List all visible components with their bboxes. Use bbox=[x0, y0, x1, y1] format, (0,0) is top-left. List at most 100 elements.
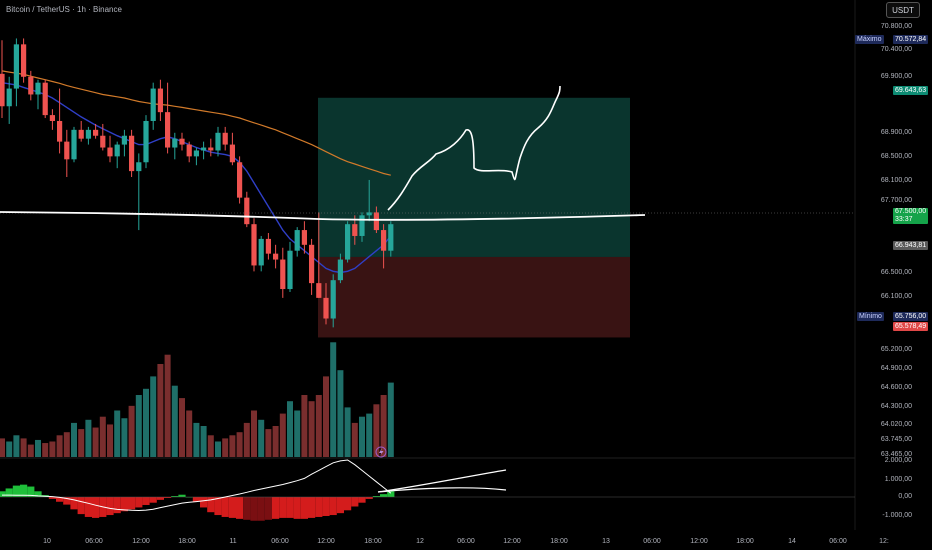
candle-body bbox=[71, 130, 76, 159]
histogram-bar bbox=[286, 497, 293, 518]
volume-bar bbox=[172, 386, 178, 457]
price-tick: 68.900,00 bbox=[881, 128, 912, 137]
max-price-label: 70.572,84 bbox=[893, 35, 928, 44]
volume-bar bbox=[85, 420, 91, 457]
candle-body bbox=[345, 224, 350, 259]
max-label: Máximo bbox=[855, 35, 884, 44]
price-tick: 66.100,00 bbox=[881, 292, 912, 301]
time-tick: 10 bbox=[43, 538, 51, 545]
volume-bar bbox=[359, 417, 365, 457]
volume-bar bbox=[78, 429, 84, 457]
price-tick: 70.400,00 bbox=[881, 45, 912, 54]
volume-bar bbox=[121, 418, 127, 457]
candle-body bbox=[194, 150, 199, 156]
candle-body bbox=[244, 198, 249, 225]
candle-body bbox=[359, 215, 364, 236]
stop-price-label: 65.578,49 bbox=[893, 322, 928, 331]
target-price-label: 69.643,63 bbox=[893, 86, 928, 95]
histogram-bar bbox=[330, 497, 337, 515]
candle-body bbox=[79, 130, 84, 139]
histogram-bar bbox=[265, 497, 272, 520]
candle-body bbox=[381, 230, 386, 251]
histogram-bar bbox=[70, 497, 77, 509]
histogram-bar bbox=[351, 497, 358, 507]
candle-body bbox=[280, 260, 285, 289]
volume-bar bbox=[201, 426, 207, 457]
price-tick: 70.800,00 bbox=[881, 22, 912, 31]
histogram-bar bbox=[229, 497, 236, 518]
entry-price-label: 66.943,81 bbox=[893, 241, 928, 250]
volume-bar bbox=[337, 370, 343, 457]
histogram-bar bbox=[121, 497, 128, 511]
volume-bar bbox=[287, 401, 293, 457]
time-tick: 06:00 bbox=[271, 538, 289, 545]
volume-bar bbox=[352, 423, 358, 457]
time-tick: 11 bbox=[229, 538, 236, 545]
histogram-bar bbox=[380, 494, 387, 497]
histogram-bar bbox=[272, 497, 279, 519]
histogram-bar bbox=[157, 497, 164, 500]
histogram-bar bbox=[178, 495, 185, 497]
time-tick: 18:00 bbox=[550, 538, 568, 545]
price-tick: 65.200,00 bbox=[881, 345, 912, 354]
volume-bar bbox=[100, 417, 106, 457]
time-tick: 12:00 bbox=[317, 538, 335, 545]
volume-bar bbox=[49, 442, 55, 458]
histogram-bar bbox=[301, 497, 308, 519]
histogram-bar bbox=[337, 497, 344, 513]
volume-bars bbox=[0, 342, 394, 457]
volume-bar bbox=[165, 355, 171, 457]
current-price-label: 67.500,00 33:37 bbox=[893, 208, 928, 224]
indicator-tick: 1.000,00 bbox=[885, 475, 912, 484]
volume-bar bbox=[150, 376, 156, 457]
candle-body bbox=[374, 212, 379, 230]
time-tick: 12 bbox=[416, 538, 424, 545]
histogram-bar bbox=[85, 497, 92, 517]
currency-button[interactable]: USDT bbox=[886, 2, 920, 18]
volume-bar bbox=[28, 445, 34, 457]
symbol-title: Bitcoin / TetherUS · 1h · Binance bbox=[6, 5, 122, 14]
candle-body bbox=[223, 133, 228, 145]
histogram-bar bbox=[344, 497, 351, 510]
volume-bar bbox=[265, 429, 271, 457]
time-tick: 06:00 bbox=[85, 538, 103, 545]
time-tick: 06:00 bbox=[829, 538, 847, 545]
time-tick: 18:00 bbox=[178, 538, 196, 545]
candle-body bbox=[266, 239, 271, 254]
candle-body bbox=[208, 148, 213, 151]
volume-bar bbox=[107, 424, 113, 457]
time-tick: 12:00 bbox=[132, 538, 150, 545]
price-tick: 64.900,00 bbox=[881, 364, 912, 373]
volume-bar bbox=[6, 442, 12, 458]
histogram-bar bbox=[258, 497, 265, 521]
volume-bar bbox=[222, 438, 228, 457]
volume-bar bbox=[309, 401, 315, 457]
volume-bar bbox=[143, 389, 149, 457]
time-tick: 12:00 bbox=[503, 538, 521, 545]
candle-body bbox=[388, 224, 393, 251]
time-tick: 12: bbox=[879, 538, 889, 545]
histogram-bar bbox=[92, 497, 99, 518]
histogram-bar bbox=[6, 488, 13, 497]
histogram-bar bbox=[214, 497, 221, 515]
candle-body bbox=[28, 77, 33, 95]
candle-body bbox=[158, 89, 163, 113]
indicator-tick: -1.000,00 bbox=[882, 511, 912, 520]
histogram-bar bbox=[135, 497, 142, 507]
volume-bar bbox=[193, 423, 199, 457]
candle-body bbox=[115, 145, 120, 157]
candle-body bbox=[50, 115, 55, 121]
time-tick: 12:00 bbox=[690, 538, 708, 545]
volume-bar bbox=[345, 407, 351, 457]
candle-body bbox=[323, 298, 328, 319]
candle-body bbox=[21, 44, 26, 76]
volume-bar bbox=[179, 398, 185, 457]
time-tick: 18:00 bbox=[364, 538, 382, 545]
histogram-bar bbox=[308, 497, 315, 518]
candle-body bbox=[151, 89, 156, 121]
candle-body bbox=[316, 283, 321, 298]
candle-body bbox=[230, 145, 235, 163]
volume-bar bbox=[13, 435, 19, 457]
volume-bar bbox=[215, 442, 221, 458]
